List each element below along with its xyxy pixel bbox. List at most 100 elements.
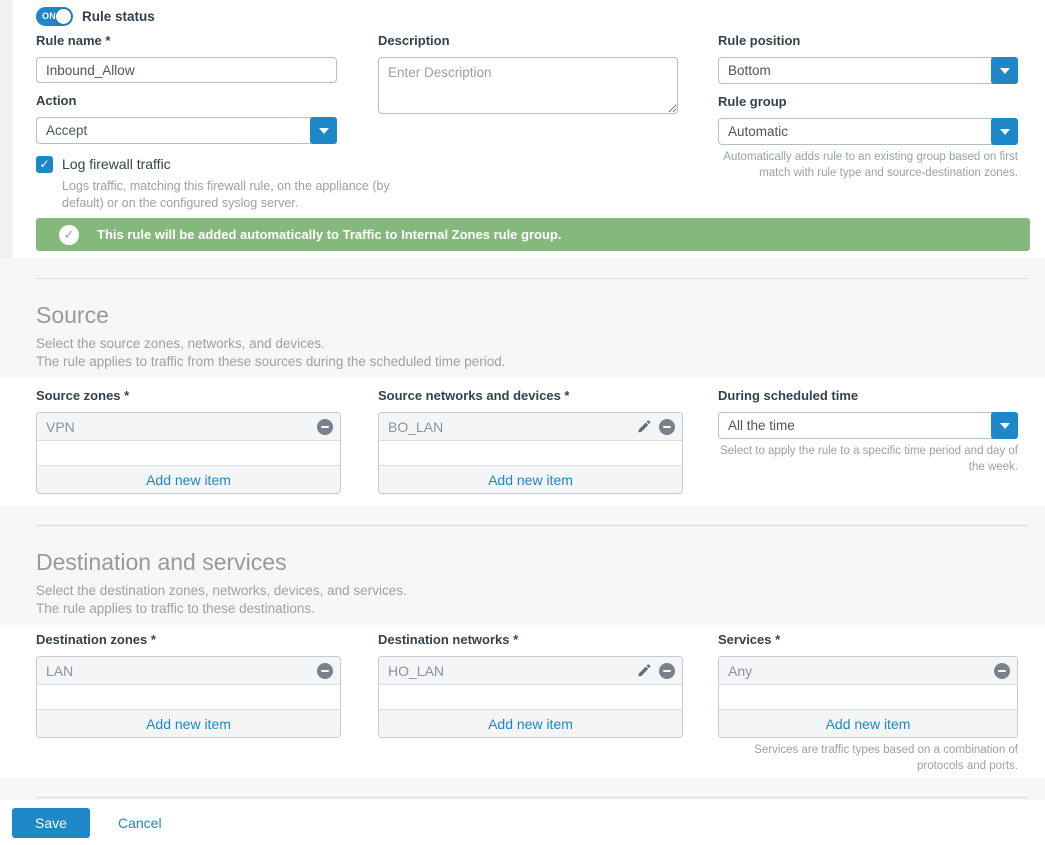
remove-item-icon[interactable] [317, 418, 333, 435]
rule-status-toggle[interactable]: ON [36, 6, 73, 26]
add-new-item-label: Add new item [488, 471, 573, 488]
success-banner: ✓ This rule will be added automatically … [36, 218, 1030, 251]
scheduled-time-field: During scheduled time All the time Selec… [718, 388, 1018, 505]
form-columns: Rule name * Action Accept ✓ Log firewall… [0, 26, 1045, 211]
add-new-item-button[interactable]: Add new item [379, 465, 682, 493]
check-circle-icon: ✓ [59, 224, 79, 245]
source-networks-listbox: BO_LAN Add new item [378, 412, 683, 494]
destination-section-title: Destination and services [36, 549, 287, 575]
chevron-down-icon[interactable] [991, 412, 1018, 439]
toggle-on-label: ON [42, 10, 57, 21]
save-button[interactable]: Save [12, 807, 90, 838]
list-item-label: HO_LAN [388, 662, 445, 679]
list-item-label: BO_LAN [388, 418, 444, 435]
list-empty-area [37, 685, 340, 709]
source-zones-field: Source zones * VPN Add new item [36, 388, 341, 505]
edit-item-icon[interactable] [636, 663, 651, 678]
triangle-glyph [999, 422, 1010, 429]
toggle-knob [56, 8, 71, 24]
footer-divider [36, 797, 1028, 798]
add-new-item-label: Add new item [146, 715, 231, 732]
source-section-header: Source Select the source zones, networks… [0, 258, 1045, 378]
rule-name-label: Rule name * [36, 33, 111, 48]
log-firewall-traffic-checkbox[interactable]: ✓ [36, 155, 53, 173]
minus-glyph [663, 669, 671, 672]
destination-section-description-1: Select the destination zones, networks, … [36, 583, 407, 598]
description-textarea[interactable] [378, 57, 678, 114]
destination-networks-field: Destination networks * HO_LAN Add new it… [378, 632, 683, 778]
list-empty-area [379, 685, 682, 709]
source-zones-label: Source zones * [36, 388, 130, 403]
rule-position-select[interactable]: Bottom [718, 57, 1018, 84]
add-new-item-label: Add new item [825, 715, 911, 732]
destination-zones-listbox: LAN Add new item [36, 656, 341, 738]
action-select-value: Accept [46, 123, 88, 138]
rule-name-input[interactable] [36, 57, 337, 83]
footer-separator-band [0, 778, 1045, 800]
remove-item-icon[interactable] [659, 662, 675, 679]
add-new-item-label: Add new item [146, 471, 231, 488]
description-label: Description [378, 33, 450, 48]
add-new-item-button[interactable]: Add new item [379, 709, 682, 737]
rule-status-row: ON Rule status [0, 0, 1045, 26]
add-new-item-button[interactable]: Add new item [37, 465, 340, 493]
list-item: BO_LAN [379, 413, 682, 441]
triangle-glyph [318, 127, 329, 134]
add-new-item-button[interactable]: Add new item [719, 709, 1017, 737]
rule-group-helper: Automatically adds rule to an existing g… [723, 151, 1018, 179]
source-zones-listbox: VPN Add new item [36, 412, 341, 494]
remove-item-icon[interactable] [659, 418, 675, 435]
triangle-glyph [999, 128, 1010, 135]
scheduled-time-select[interactable]: All the time [718, 412, 1018, 439]
services-label: Services * [718, 632, 781, 647]
source-networks-field: Source networks and devices * BO_LAN Add… [378, 388, 683, 505]
list-item-label: Any [728, 662, 753, 679]
chevron-down-icon[interactable] [991, 57, 1018, 84]
chevron-down-icon[interactable] [310, 117, 337, 144]
destination-networks-listbox: HO_LAN Add new item [378, 656, 683, 738]
source-section-title: Source [36, 302, 109, 328]
page-left-margin [0, 0, 13, 258]
success-banner-text: This rule will be added automatically to… [97, 227, 562, 242]
destination-zones-label: Destination zones * [36, 632, 156, 647]
cancel-button[interactable]: Cancel [118, 814, 162, 831]
remove-item-icon[interactable] [317, 662, 333, 679]
scheduled-time-label: During scheduled time [718, 388, 859, 403]
services-helper: Services are traffic types based on a co… [754, 744, 1018, 772]
log-firewall-traffic-label: Log firewall traffic [62, 156, 171, 172]
rule-group-select-value: Automatic [728, 124, 789, 139]
list-empty-area [37, 441, 340, 465]
remove-item-icon[interactable] [994, 662, 1010, 679]
edit-item-icon[interactable] [636, 419, 651, 434]
rule-group-label: Rule group [718, 94, 787, 109]
add-new-item-label: Add new item [488, 715, 573, 732]
list-item-label: VPN [46, 418, 75, 435]
log-firewall-traffic-helper: Logs traffic, matching this firewall rul… [62, 179, 390, 210]
scheduled-time-helper: Select to apply the rule to a specific t… [720, 445, 1018, 473]
rule-group-select[interactable]: Automatic [718, 118, 1018, 145]
destination-networks-label: Destination networks * [378, 632, 519, 647]
source-networks-label: Source networks and devices * [378, 388, 570, 403]
minus-glyph [321, 669, 329, 672]
list-item: HO_LAN [379, 657, 682, 685]
form-column-right: Rule position Bottom Rule group Automati… [718, 33, 1018, 211]
rule-form-panel: ON Rule status Rule name * Action Accept… [0, 0, 1045, 258]
minus-glyph [321, 425, 329, 428]
form-column-middle: Description [378, 33, 678, 211]
add-new-item-button[interactable]: Add new item [37, 709, 340, 737]
list-item: VPN [37, 413, 340, 441]
destination-zones-field: Destination zones * LAN Add new item [36, 632, 341, 778]
rule-status-label: Rule status [82, 8, 155, 24]
rule-position-label: Rule position [718, 33, 801, 48]
section-divider [36, 525, 1028, 526]
rule-position-select-value: Bottom [728, 63, 771, 78]
section-divider [36, 278, 1028, 279]
source-section-description-2: The rule applies to traffic from these s… [36, 354, 506, 369]
triangle-glyph [999, 67, 1010, 74]
destination-section-description-2: The rule applies to traffic to these des… [36, 601, 315, 616]
action-select[interactable]: Accept [36, 117, 337, 144]
chevron-down-icon[interactable] [991, 118, 1018, 145]
form-column-left: Rule name * Action Accept ✓ Log firewall… [36, 33, 390, 211]
scheduled-time-select-value: All the time [728, 418, 795, 433]
check-icon: ✓ [39, 157, 50, 171]
